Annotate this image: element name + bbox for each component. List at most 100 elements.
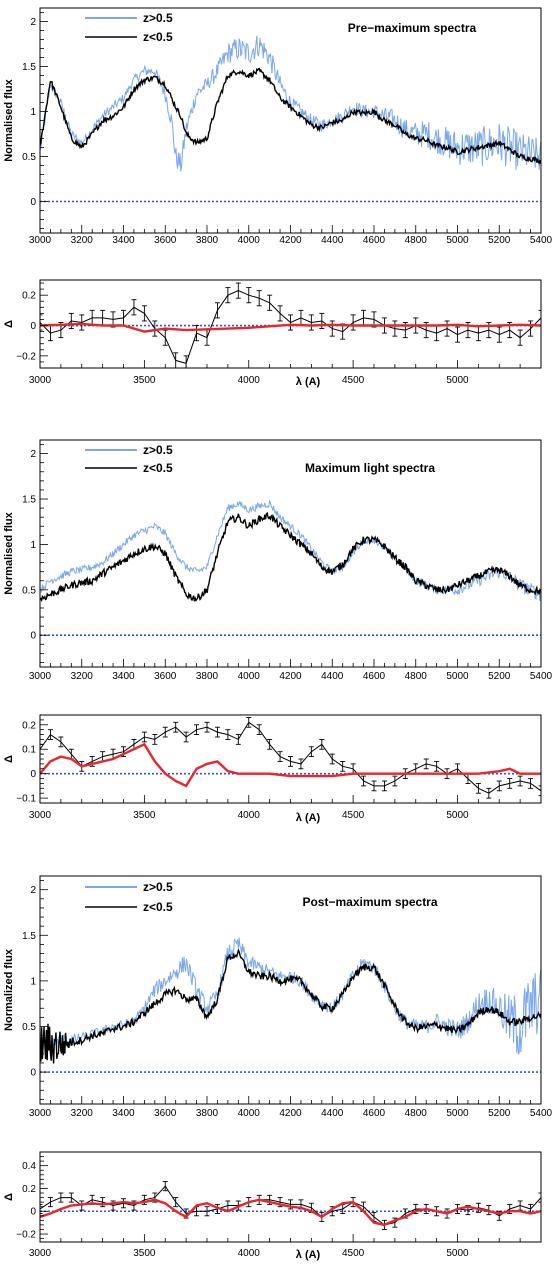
- error-bar: [538, 785, 541, 797]
- y-axis-label: Δ: [3, 1193, 15, 1201]
- x-tick-label: 4800: [405, 1108, 428, 1119]
- x-tick-label: 4000: [238, 235, 261, 246]
- error-bar: [214, 726, 220, 738]
- error-bar: [517, 1200, 523, 1211]
- error-bar: [256, 724, 262, 736]
- error-bar: [507, 778, 513, 789]
- error-bar: [162, 726, 168, 738]
- panel-3: 3000 3200 3400 3600 3800 4000 4200 4400 4600 4800…: [3, 439, 553, 682]
- plot-area: [40, 1181, 541, 1230]
- y-tick-label: 0.5: [22, 585, 36, 596]
- y-tick-label: 0.2: [22, 291, 36, 302]
- x-tick-label: 5000: [446, 1248, 469, 1259]
- error-bar: [444, 320, 450, 337]
- x-tick-label: 5200: [488, 671, 511, 682]
- error-bar: [371, 780, 377, 792]
- error-bar: [392, 320, 398, 337]
- plot-frame: [39, 7, 542, 234]
- error-bar: [538, 1192, 541, 1203]
- x-tick-label: 3200: [71, 235, 94, 246]
- panel-2: 3000 3500 4000 4500 5000 −0.2 0 0.2 Δλ (A): [3, 279, 542, 388]
- error-bar: [528, 778, 534, 789]
- error-bar: [340, 760, 346, 772]
- error-bar: [47, 1197, 53, 1208]
- series-high-z-line: [40, 937, 541, 1055]
- x-tick-label: 3000: [29, 1248, 52, 1259]
- x-tick-label: 4800: [405, 235, 428, 246]
- x-tick-label: 3800: [196, 1108, 219, 1119]
- error-bar: [267, 294, 273, 311]
- x-tick-label: 3000: [29, 375, 52, 386]
- error-bar: [40, 1203, 43, 1214]
- y-tick-label: 0: [30, 769, 36, 780]
- error-bar: [183, 355, 189, 368]
- y-tick-label: 0: [30, 1068, 36, 1079]
- series-high-z-line: [40, 499, 541, 601]
- x-tick-label: 5400: [530, 671, 553, 682]
- error-bar: [256, 290, 262, 307]
- panel-title: Post−maximum spectra: [302, 895, 437, 909]
- y-tick-label: 0.2: [22, 1184, 36, 1195]
- error-bar: [141, 731, 147, 743]
- y-tick-label: 0.2: [22, 720, 36, 731]
- x-tick-label: 3400: [112, 235, 135, 246]
- legend-entry: z<0.5: [143, 30, 173, 44]
- error-bar: [329, 320, 335, 337]
- x-tick-label: 5000: [446, 235, 469, 246]
- y-tick-label: 0.1: [22, 745, 36, 756]
- plot-frame: [39, 439, 542, 668]
- y-tick-label: 1: [30, 540, 36, 551]
- error-bar: [308, 314, 314, 331]
- x-tick-label: 3600: [154, 1108, 177, 1119]
- y-tick-label: −0.2: [16, 1230, 36, 1241]
- x-axis-label: λ (A): [296, 812, 321, 824]
- error-bar: [214, 302, 220, 319]
- y-axis-label: Normalised flux: [3, 511, 15, 594]
- y-axis-label: Normalized flux: [3, 948, 15, 1031]
- legend-entry: z>0.5: [143, 11, 173, 25]
- error-bar: [225, 287, 231, 304]
- error-bar: [392, 775, 398, 787]
- y-tick-label: 2: [30, 885, 36, 896]
- y-tick-label: 0: [30, 197, 36, 208]
- error-bar: [455, 326, 460, 343]
- error-bar: [486, 787, 492, 799]
- x-tick-label: 4000: [238, 671, 261, 682]
- plot-area: [40, 35, 541, 203]
- error-bar: [225, 729, 231, 740]
- y-tick-label: 0.4: [22, 1161, 36, 1172]
- x-tick-label: 5000: [446, 1108, 469, 1119]
- error-bar: [528, 320, 534, 337]
- error-bar: [246, 287, 252, 304]
- x-tick-label: 3000: [29, 671, 52, 682]
- y-axis-label: Δ: [3, 755, 15, 763]
- x-tick-label: 3600: [154, 671, 177, 682]
- series-low-z-line: [40, 67, 541, 165]
- error-bar: [496, 780, 502, 792]
- error-bar: [68, 1192, 74, 1203]
- error-bar: [173, 721, 179, 733]
- x-tick-label: 5200: [488, 235, 511, 246]
- series-low-z-line: [40, 948, 541, 1064]
- x-tick-label: 4500: [342, 375, 365, 386]
- error-bar: [475, 782, 481, 794]
- error-bar: [79, 314, 85, 331]
- x-tick-label: 3200: [71, 1108, 94, 1119]
- x-tick-label: 4000: [238, 810, 261, 821]
- error-bar: [413, 763, 419, 775]
- y-tick-label: 1.5: [22, 931, 36, 942]
- x-tick-label: 5000: [446, 375, 469, 386]
- error-bar: [40, 314, 43, 331]
- x-tick-label: 5400: [530, 235, 553, 246]
- y-tick-label: 1: [30, 976, 36, 987]
- panel-6: 3000 3500 4000 4500 5000 −0.2 0 0.2 0.4 Δλ (A): [3, 1151, 542, 1261]
- error-bar: [496, 326, 502, 343]
- legend-entry: z>0.5: [143, 880, 173, 894]
- error-bar: [246, 716, 252, 728]
- x-tick-label: 3500: [133, 1248, 156, 1259]
- error-bar: [58, 1192, 64, 1203]
- error-bar: [194, 724, 200, 736]
- error-bar: [277, 305, 283, 322]
- error-bar: [423, 758, 429, 770]
- x-tick-label: 4000: [238, 375, 261, 386]
